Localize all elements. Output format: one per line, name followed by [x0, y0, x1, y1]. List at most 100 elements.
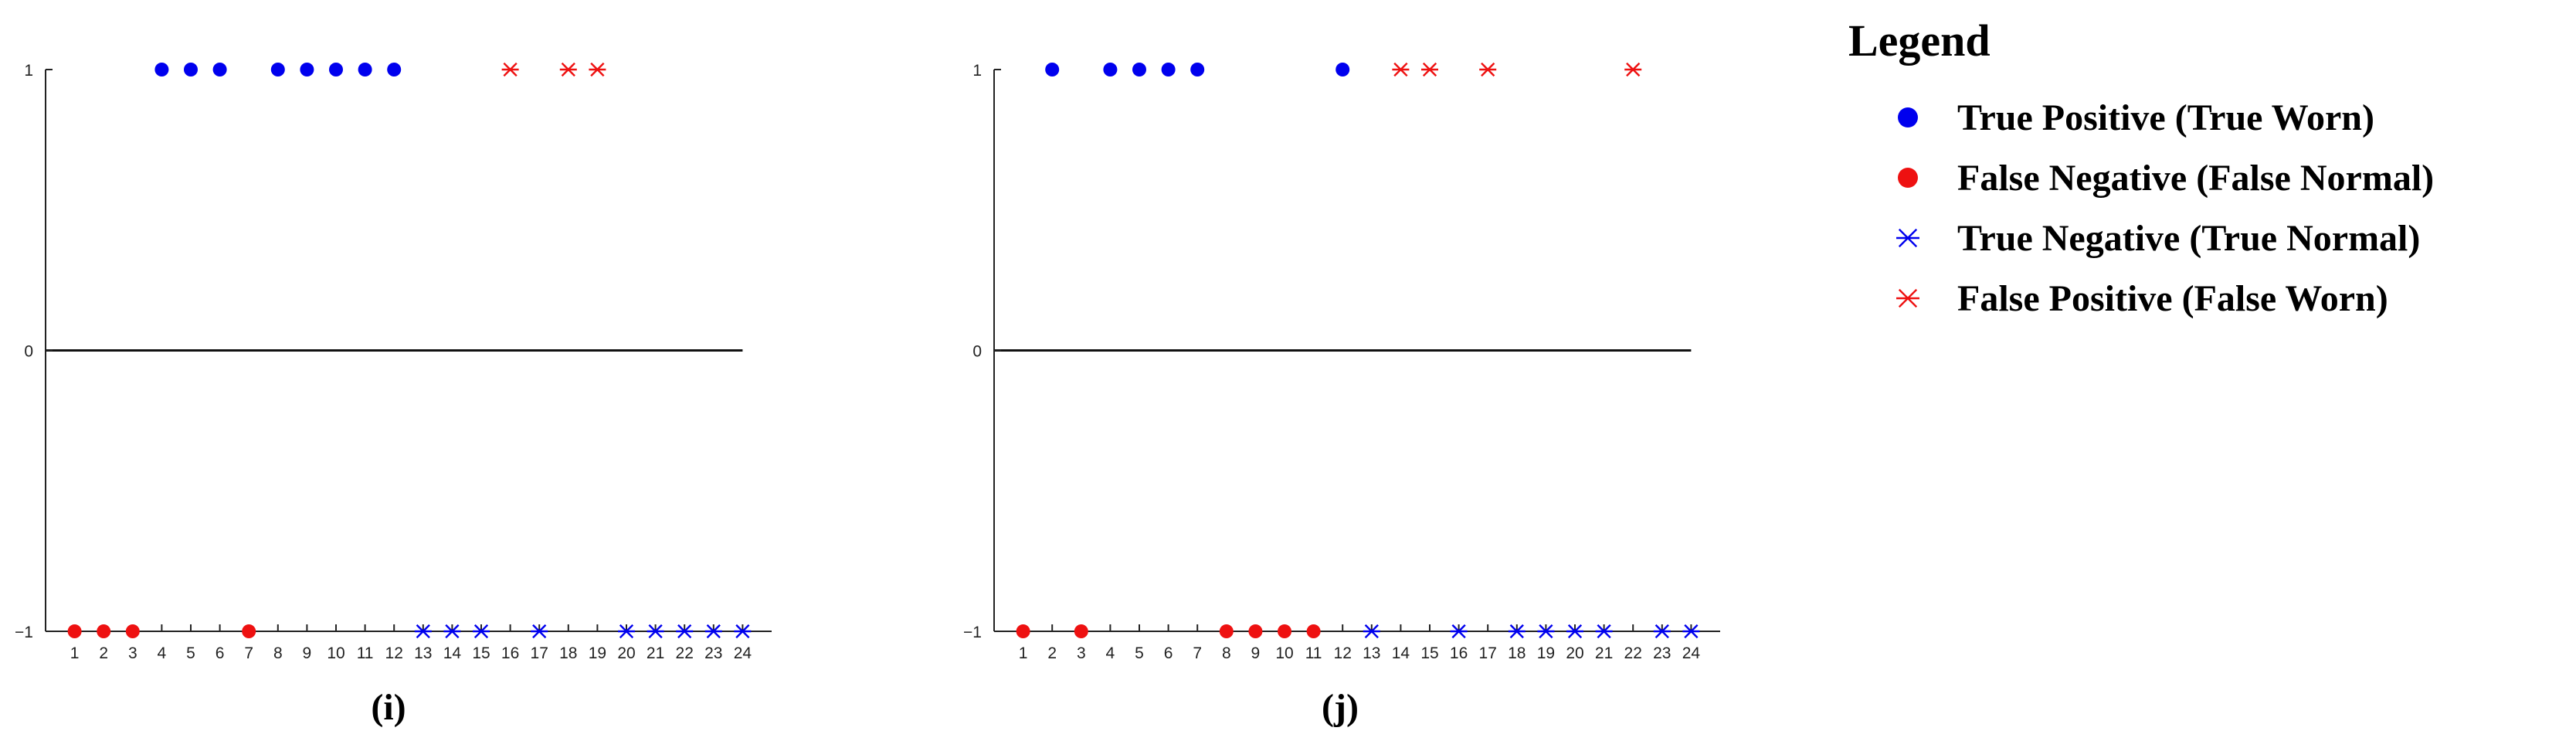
x-tick-label: 6 — [216, 644, 225, 662]
x-tick-label: 5 — [1135, 644, 1144, 662]
x-tick-label: 18 — [559, 644, 577, 662]
false-positive-point — [501, 62, 519, 77]
x-tick-label: 14 — [1392, 644, 1410, 662]
x-tick-label: 3 — [128, 644, 137, 662]
x-tick-label: 24 — [1682, 644, 1701, 662]
true-positive-point — [358, 63, 372, 76]
x-tick-label: 3 — [1077, 644, 1086, 662]
true-positive-point — [270, 63, 285, 76]
legend-marker-false-negative — [1898, 168, 1918, 188]
legend-title: Legend — [1848, 15, 1991, 66]
true-negative-point — [1363, 624, 1380, 639]
x-tick-label: 2 — [99, 644, 108, 662]
x-tick-label: 19 — [589, 644, 606, 662]
legend-marker-false-positive — [1896, 288, 1919, 308]
true-negative-point — [647, 624, 664, 639]
true-negative-point — [473, 624, 490, 639]
legend-item-false-negative: False Negative (False Normal) — [1898, 158, 2434, 199]
x-tick-label: 16 — [501, 644, 519, 662]
legend-item-true-positive: True Positive (True Worn) — [1898, 97, 2374, 138]
false-negative-point — [1248, 624, 1263, 638]
true-positive-point — [212, 63, 227, 76]
x-tick-label: 13 — [414, 644, 432, 662]
x-tick-label: 11 — [357, 644, 374, 662]
false-negative-point — [1016, 624, 1030, 638]
true-positive-point — [154, 63, 169, 76]
x-tick-label: 23 — [1653, 644, 1671, 662]
y-tick-label: 1 — [24, 62, 33, 80]
legend-label: True Positive (True Worn) — [1957, 97, 2374, 138]
true-negative-point — [1653, 624, 1671, 639]
true-positive-point — [1161, 63, 1176, 76]
y-tick-label: −1 — [15, 624, 33, 641]
x-tick-label: 11 — [1305, 644, 1322, 662]
true-negative-point — [531, 624, 548, 639]
x-tick-label: 15 — [472, 644, 490, 662]
x-tick-label: 7 — [1193, 644, 1202, 662]
false-negative-point — [1278, 624, 1291, 638]
x-tick-label: 24 — [734, 644, 752, 662]
true-positive-point — [1045, 63, 1060, 76]
x-tick-label: 12 — [385, 644, 403, 662]
x-tick-label: 15 — [1420, 644, 1438, 662]
true-negative-point — [1566, 624, 1583, 639]
x-tick-label: 17 — [531, 644, 548, 662]
false-positive-point — [1479, 62, 1497, 77]
true-negative-point — [676, 624, 694, 639]
legend-item-true-negative: True Negative (True Normal) — [1896, 218, 2420, 259]
true-negative-point — [704, 624, 722, 639]
x-tick-label: 6 — [1164, 644, 1173, 662]
true-positive-point — [329, 63, 343, 76]
false-positive-point — [1624, 62, 1642, 77]
x-tick-label: 20 — [617, 644, 635, 662]
legend-label: False Positive (False Worn) — [1957, 278, 2388, 319]
x-tick-label: 13 — [1363, 644, 1380, 662]
x-tick-label: 2 — [1047, 644, 1057, 662]
false-negative-point — [242, 624, 256, 638]
true-negative-point — [1595, 624, 1613, 639]
true-positive-point — [1336, 63, 1350, 76]
x-tick-label: 4 — [158, 644, 167, 662]
y-tick-label: 0 — [24, 343, 33, 361]
x-tick-label: 9 — [303, 644, 312, 662]
legend-items: True Positive (True Worn) False Negative … — [1896, 97, 2434, 319]
y-tick-label: −1 — [963, 624, 982, 641]
x-tick-label: 1 — [1019, 644, 1028, 662]
x-tick-label: 16 — [1450, 644, 1468, 662]
subplot-label: (j) — [1322, 687, 1359, 728]
false-negative-point — [125, 624, 140, 638]
x-tick-label: 10 — [327, 644, 344, 662]
true-negative-point — [414, 624, 432, 639]
true-negative-point — [734, 624, 752, 639]
y-tick-label: 0 — [972, 343, 982, 361]
true-negative-point — [1508, 624, 1526, 639]
false-negative-point — [1074, 624, 1088, 638]
x-tick-label: 8 — [273, 644, 283, 662]
true-positive-point — [1190, 63, 1205, 76]
true-negative-point — [1450, 624, 1468, 639]
subplot-label: (i) — [371, 687, 406, 728]
false-positive-point — [1392, 62, 1410, 77]
x-tick-label: 7 — [244, 644, 253, 662]
x-tick-label: 22 — [676, 644, 694, 662]
false-negative-point — [1219, 624, 1234, 638]
legend-label: True Negative (True Normal) — [1957, 218, 2420, 259]
false-negative-point — [97, 624, 111, 638]
legend-item-false-positive: False Positive (False Worn) — [1896, 278, 2388, 319]
false-negative-point — [67, 624, 82, 638]
true-negative-point — [1537, 624, 1555, 639]
true-positive-point — [1132, 63, 1146, 76]
x-tick-label: 1 — [70, 644, 80, 662]
x-tick-label: 23 — [704, 644, 722, 662]
x-tick-label: 4 — [1106, 644, 1115, 662]
x-tick-label: 17 — [1479, 644, 1497, 662]
legend-marker-true-positive — [1898, 107, 1918, 128]
x-tick-label: 22 — [1624, 644, 1642, 662]
x-tick-label: 8 — [1222, 644, 1231, 662]
x-tick-label: 21 — [1595, 644, 1613, 662]
legend-label: False Negative (False Normal) — [1957, 158, 2434, 199]
legend-marker-true-negative — [1896, 228, 1919, 248]
x-tick-label: 5 — [186, 644, 195, 662]
